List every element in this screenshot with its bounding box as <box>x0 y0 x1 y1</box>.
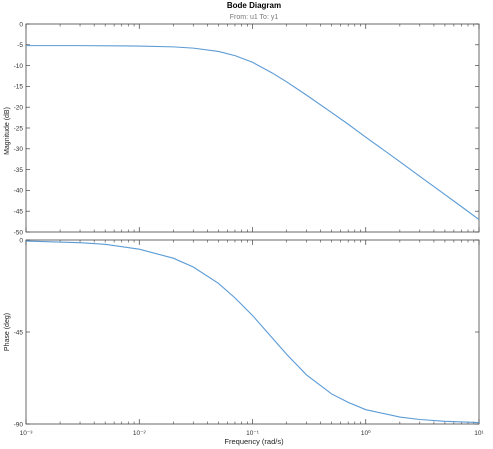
magnitude-y-tick-label: -35 <box>14 167 24 174</box>
magnitude-y-tick-label: -50 <box>14 229 24 236</box>
frequency-tick-label: 10¹ <box>474 430 484 437</box>
magnitude-panel: 0 -5 -10 -15 -20 -25 -30 -35 -40 -45 -50 <box>14 21 480 236</box>
magnitude-y-tick-label: -5 <box>17 42 23 49</box>
phase-axes-box <box>25 239 480 425</box>
magnitude-y-tick-label: -10 <box>14 63 24 70</box>
magnitude-series-line <box>26 45 480 220</box>
magnitude-y-tick-label: -40 <box>14 188 24 195</box>
magnitude-axis-label: Magnitude (dB) <box>4 107 11 155</box>
frequency-tick-label: 10⁻² <box>133 430 147 437</box>
frequency-tick-label: 10⁰ <box>361 429 371 437</box>
frequency-tick-label: 10⁻¹ <box>246 430 260 437</box>
phase-axis-label: Phase (deg) <box>4 313 11 351</box>
phase-y-tick-label: -90 <box>14 421 24 428</box>
chart-title: Bode Diagram <box>227 1 281 10</box>
magnitude-y-tick-label: -45 <box>14 209 24 216</box>
frequency-tick-label: 10⁻³ <box>20 430 34 437</box>
magnitude-y-tick-label: -25 <box>14 125 24 132</box>
magnitude-axes-box <box>25 23 480 233</box>
phase-series-line <box>25 240 480 424</box>
magnitude-y-tick-label: -20 <box>14 105 24 112</box>
frequency-axis-label: Frequency (rad/s) <box>224 437 284 446</box>
magnitude-y-tick-label: 0 <box>19 21 23 28</box>
phase-panel: 0 -45 -90 10⁻³ 10⁻² 10⁻¹ 10⁰ 10¹ <box>14 237 485 437</box>
magnitude-y-tick-label: -30 <box>14 146 24 153</box>
phase-y-tick-label: -45 <box>14 329 24 336</box>
chart-subtitle: From: u1 To: y1 <box>230 14 279 21</box>
phase-y-tick-label: 0 <box>19 237 23 244</box>
magnitude-y-tick-label: -15 <box>14 84 24 91</box>
